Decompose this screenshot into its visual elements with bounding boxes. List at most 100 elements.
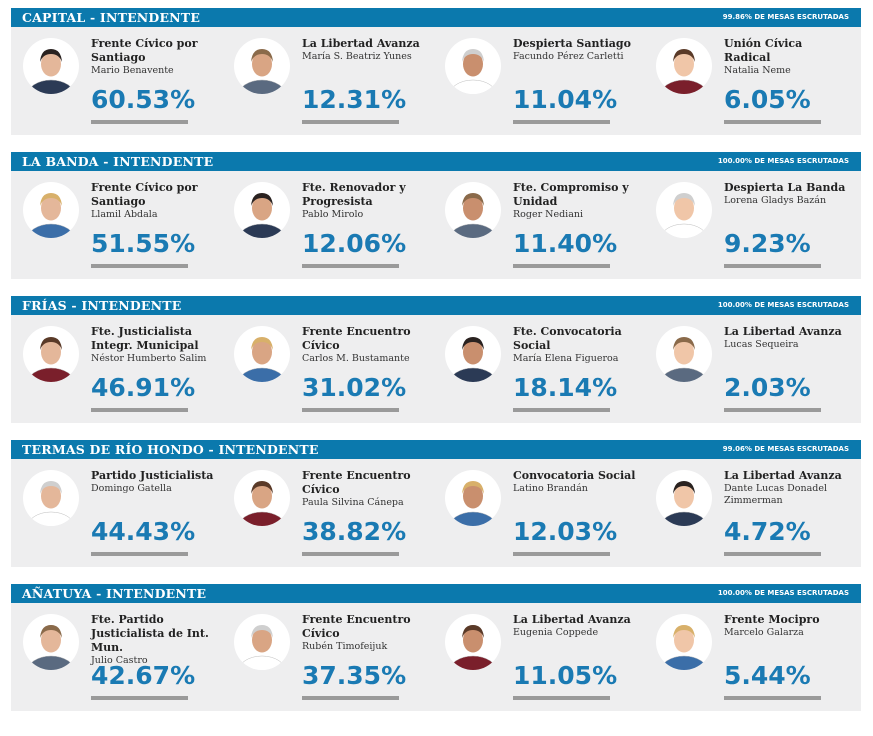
underline-bar (724, 120, 821, 124)
underline-bar (91, 408, 188, 412)
party-name: Fte. Renovador y Progresista Pablo Mirolo (302, 181, 430, 221)
party-name: La Libertad Avanza María S. Beatriz Yunes (302, 37, 430, 63)
candidate-name: María Elena Figueroa (513, 353, 619, 364)
section-header: FRÍAS - INTENDENTE 100.00% DE MESAS ESCRU… (11, 296, 861, 315)
candidate-name: Dante Lucas Donadel Zimmerman (724, 483, 828, 506)
vote-percent: 46.91% (91, 373, 196, 402)
party-name: Despierta La Banda Lorena Gladys Bazán (724, 181, 852, 207)
party-text: La Libertad Avanza (724, 469, 842, 482)
party-text: Partido Justicialista (91, 469, 214, 482)
party-text: Frente Cívico por Santiago (91, 37, 198, 64)
candidate-name: Rubén Timofeijuk (302, 641, 388, 652)
underline-bar (302, 120, 399, 124)
candidate-name: Pablo Mirolo (302, 209, 364, 220)
scrutiny-label: 99.06% DE MESAS ESCRUTADAS (722, 445, 849, 453)
section-body: Fte. Partido Justicialista de Int. Mun. J… (11, 603, 861, 711)
vote-percent: 12.06% (302, 229, 407, 258)
candidate: Partido Justicialista Domingo Gatella 44.4… (11, 459, 222, 567)
candidate-photo (656, 38, 712, 94)
underline-bar (513, 552, 610, 556)
scrutiny-label: 100.00% DE MESAS ESCRUTADAS (717, 157, 849, 165)
section-body: Fte. Justicialista Integr. Municipal Nést… (11, 315, 861, 423)
candidate-photo (234, 470, 290, 526)
candidate: Fte. Renovador y Progresista Pablo Mirolo… (222, 171, 433, 279)
candidate-name: María S. Beatriz Yunes (302, 51, 412, 62)
candidate-name: Paula Silvina Cánepa (302, 497, 404, 508)
section: TERMAS DE RÍO HONDO - INTENDENTE 99.06% D… (11, 440, 861, 567)
candidate: Unión Cívica Radical Natalia Neme 6.05% (644, 27, 855, 135)
underline-bar (302, 696, 399, 700)
candidate: Fte. Convocatoria Social María Elena Figu… (433, 315, 644, 423)
candidate-photo (234, 182, 290, 238)
candidate: Frente Mocipro Marcelo Galarza 5.44% (644, 603, 855, 711)
vote-percent: 37.35% (302, 661, 407, 690)
party-name: Unión Cívica Radical Natalia Neme (724, 37, 852, 77)
candidate: Fte. Justicialista Integr. Municipal Nést… (11, 315, 222, 423)
underline-bar (724, 408, 821, 412)
underline-bar (91, 264, 188, 268)
underline-bar (91, 696, 188, 700)
section-header: LA BANDA - INTENDENTE 100.00% DE MESAS ES… (11, 152, 861, 171)
vote-percent: 5.44% (724, 661, 811, 690)
underline-bar (724, 552, 821, 556)
section-title: TERMAS DE RÍO HONDO - INTENDENTE (22, 442, 319, 457)
party-name: Fte. Justicialista Integr. Municipal Nést… (91, 325, 219, 365)
party-text: Convocatoria Social (513, 469, 636, 482)
section-title: CAPITAL - INTENDENTE (22, 10, 201, 25)
party-name: Partido Justicialista Domingo Gatella (91, 469, 219, 495)
candidate-photo (656, 470, 712, 526)
party-name: La Libertad Avanza Eugenia Coppede (513, 613, 641, 639)
candidate: Frente Encuentro Cívico Carlos M. Bustama… (222, 315, 433, 423)
party-name: Frente Encuentro Cívico Carlos M. Bustama… (302, 325, 430, 365)
party-text: Fte. Justicialista Integr. Municipal (91, 325, 199, 352)
candidate-name: Néstor Humberto Salim (91, 353, 207, 364)
vote-percent: 4.72% (724, 517, 811, 546)
party-text: La Libertad Avanza (302, 37, 420, 50)
section-title: FRÍAS - INTENDENTE (22, 298, 182, 313)
vote-percent: 42.67% (91, 661, 196, 690)
underline-bar (513, 120, 610, 124)
party-name: Frente Encuentro Cívico Paula Silvina Cán… (302, 469, 430, 509)
vote-percent: 12.31% (302, 85, 407, 114)
vote-percent: 11.05% (513, 661, 618, 690)
party-text: Frente Encuentro Cívico (302, 613, 411, 640)
candidate: La Libertad Avanza Dante Lucas Donadel Zi… (644, 459, 855, 567)
party-text: Frente Cívico por Santiago (91, 181, 198, 208)
candidate: Despierta Santiago Facundo Pérez Carletti… (433, 27, 644, 135)
section-title: LA BANDA - INTENDENTE (22, 154, 214, 169)
vote-percent: 31.02% (302, 373, 407, 402)
party-text: Frente Encuentro Cívico (302, 325, 411, 352)
candidate-photo (656, 182, 712, 238)
candidate-name: Facundo Pérez Carletti (513, 51, 624, 62)
underline-bar (91, 552, 188, 556)
vote-percent: 11.40% (513, 229, 618, 258)
candidate-name: Marcelo Galarza (724, 627, 804, 638)
underline-bar (302, 408, 399, 412)
vote-percent: 60.53% (91, 85, 196, 114)
party-text: La Libertad Avanza (724, 325, 842, 338)
candidate: Frente Cívico por Santiago Llamil Abdala 5… (11, 171, 222, 279)
vote-percent: 18.14% (513, 373, 618, 402)
underline-bar (302, 264, 399, 268)
candidate-name: Mario Benavente (91, 65, 174, 76)
underline-bar (302, 552, 399, 556)
party-text: Fte. Renovador y Progresista (302, 181, 406, 208)
candidate-name: Natalia Neme (724, 65, 791, 76)
party-text: La Libertad Avanza (513, 613, 631, 626)
party-text: Despierta Santiago (513, 37, 631, 50)
candidate-photo (445, 326, 501, 382)
candidate-name: Llamil Abdala (91, 209, 158, 220)
vote-percent: 44.43% (91, 517, 196, 546)
candidate: Fte. Compromiso y Unidad Roger Nediani 11.… (433, 171, 644, 279)
vote-percent: 6.05% (724, 85, 811, 114)
candidate-name: Latino Brandán (513, 483, 588, 494)
vote-percent: 9.23% (724, 229, 811, 258)
section-header: CAPITAL - INTENDENTE 99.86% DE MESAS ESCR… (11, 8, 861, 27)
candidate: Frente Encuentro Cívico Rubén Timofeijuk 3… (222, 603, 433, 711)
underline-bar (91, 120, 188, 124)
candidate-photo (445, 38, 501, 94)
party-text: Fte. Convocatoria Social (513, 325, 622, 352)
underline-bar (513, 408, 610, 412)
party-text: Despierta La Banda (724, 181, 846, 194)
candidate-name: Julio Castro (91, 655, 148, 666)
